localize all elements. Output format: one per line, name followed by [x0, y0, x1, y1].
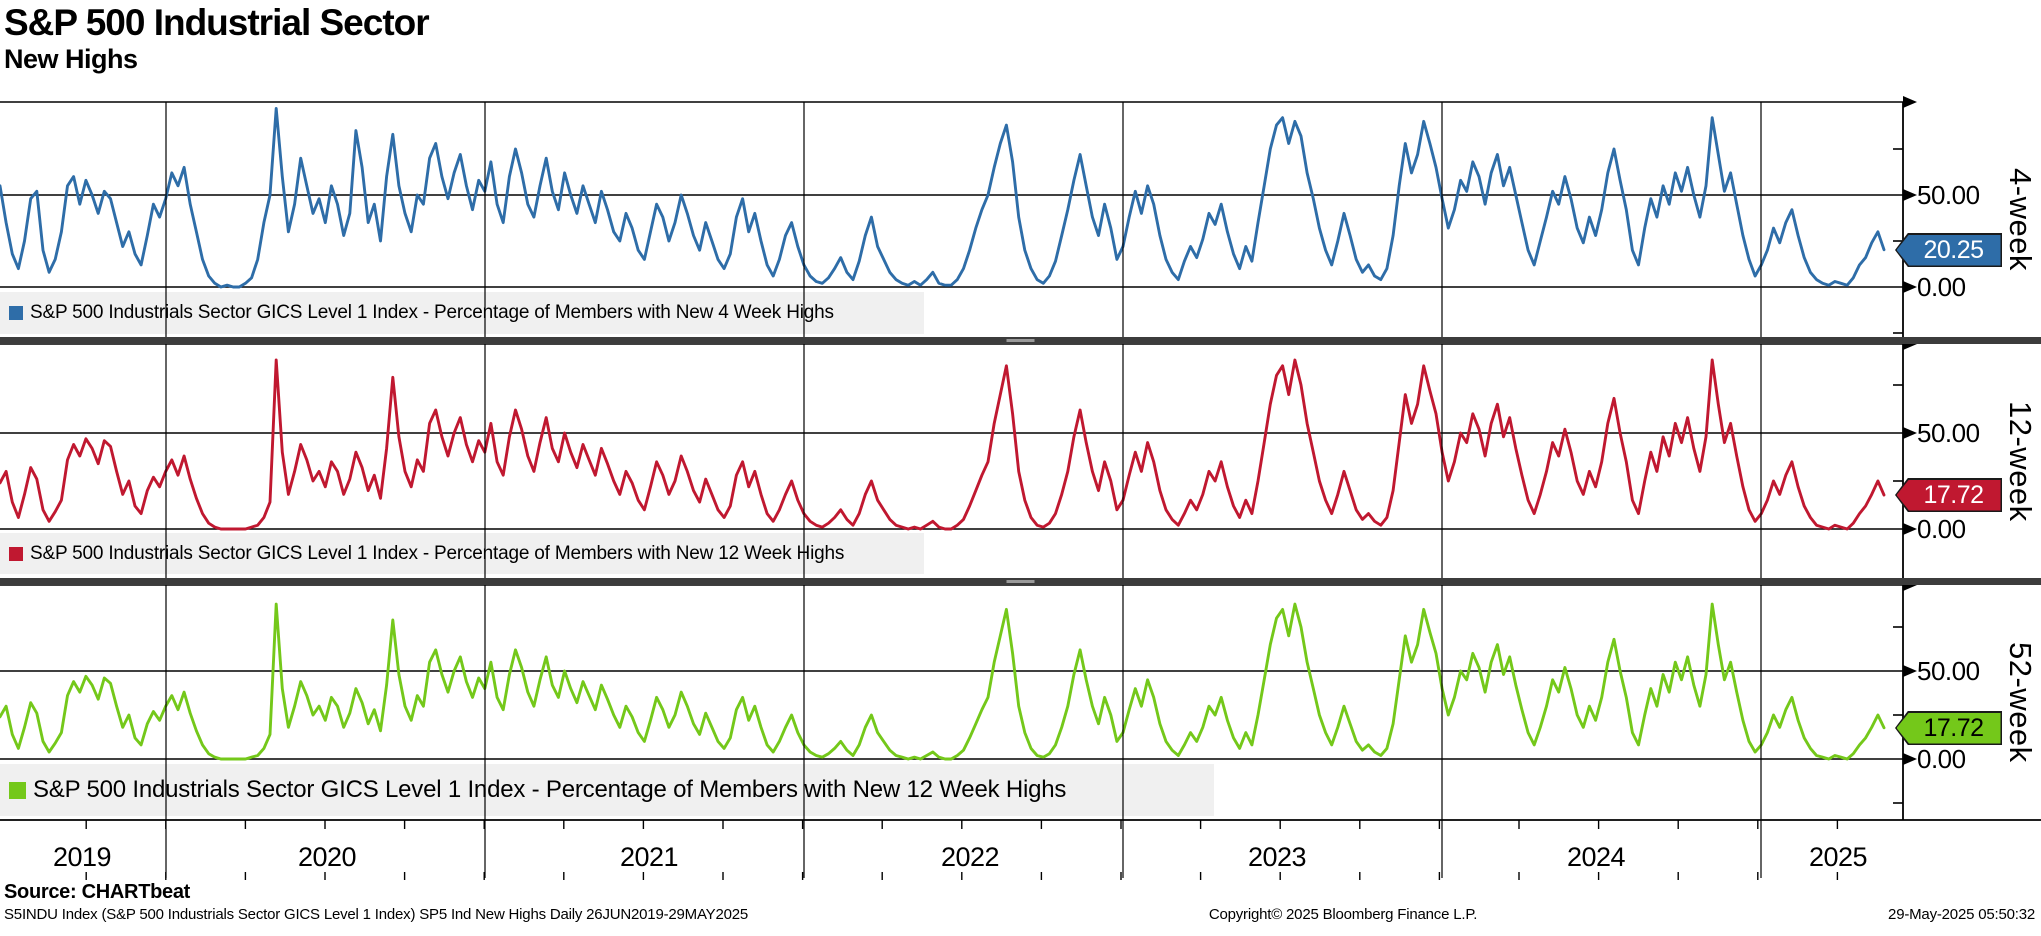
- ytick-panel2-50: 50.00: [1917, 418, 1980, 448]
- last-value-tag-52-week: 17.72: [1895, 711, 2002, 745]
- panel-axis-label-12-week: 12-week: [2003, 400, 2038, 522]
- last-value-52-week: 17.72: [1896, 712, 2001, 744]
- legend-12-week[interactable]: S&P 500 Industrials Sector GICS Level 1 …: [0, 533, 924, 574]
- legend-swatch-52-week-icon: [9, 781, 26, 799]
- ytick-panel3-50: 50.00: [1917, 656, 1980, 686]
- last-value-12-week: 17.72: [1896, 479, 2001, 511]
- ytick-panel1-50: 50.00: [1917, 180, 1980, 210]
- year-label-2025: 2025: [1808, 842, 1868, 872]
- legend-label-12-week: S&P 500 Industrials Sector GICS Level 1 …: [30, 542, 845, 564]
- footer-ticker-info: S5INDU Index (S&P 500 Industrials Sector…: [4, 906, 749, 923]
- year-label-2022: 2022: [940, 842, 1000, 872]
- legend-swatch-4-week-icon: [9, 306, 23, 320]
- ytick-panel1-0: 0.00: [1917, 272, 1966, 302]
- legend-label-52-week: S&P 500 Industrials Sector GICS Level 1 …: [33, 776, 1067, 803]
- year-label-2023: 2023: [1247, 842, 1307, 872]
- chart-subtitle: New Highs: [4, 44, 138, 74]
- ytick-panel2-0: 0.00: [1917, 514, 1966, 544]
- legend-label-4-week: S&P 500 Industrials Sector GICS Level 1 …: [30, 302, 834, 323]
- year-label-2019: 2019: [52, 842, 112, 872]
- panel-axis-label-52-week: 52-week: [2003, 642, 2038, 763]
- last-value-tag-4-week: 20.25: [1895, 233, 2002, 267]
- ytick-panel3-0: 0.00: [1917, 744, 1966, 774]
- legend-4-week[interactable]: S&P 500 Industrials Sector GICS Level 1 …: [0, 292, 924, 334]
- last-value-tag-12-week: 17.72: [1895, 478, 2002, 512]
- source-label: Source: CHARTbeat: [4, 881, 191, 903]
- chart-title: S&P 500 Industrial Sector: [4, 2, 430, 43]
- legend-52-week[interactable]: S&P 500 Industrials Sector GICS Level 1 …: [0, 764, 1214, 816]
- year-label-2020: 2020: [297, 842, 357, 872]
- year-label-2021: 2021: [619, 842, 679, 872]
- legend-swatch-12-week-icon: [9, 546, 23, 561]
- year-label-2024: 2024: [1566, 842, 1626, 872]
- last-value-4-week: 20.25: [1896, 234, 2001, 266]
- footer-timestamp: 29-May-2025 05:50:32: [1888, 906, 2035, 923]
- footer-copyright: Copyright© 2025 Bloomberg Finance L.P.: [1208, 906, 1478, 923]
- panel-axis-label-4-week: 4-week: [2003, 168, 2038, 271]
